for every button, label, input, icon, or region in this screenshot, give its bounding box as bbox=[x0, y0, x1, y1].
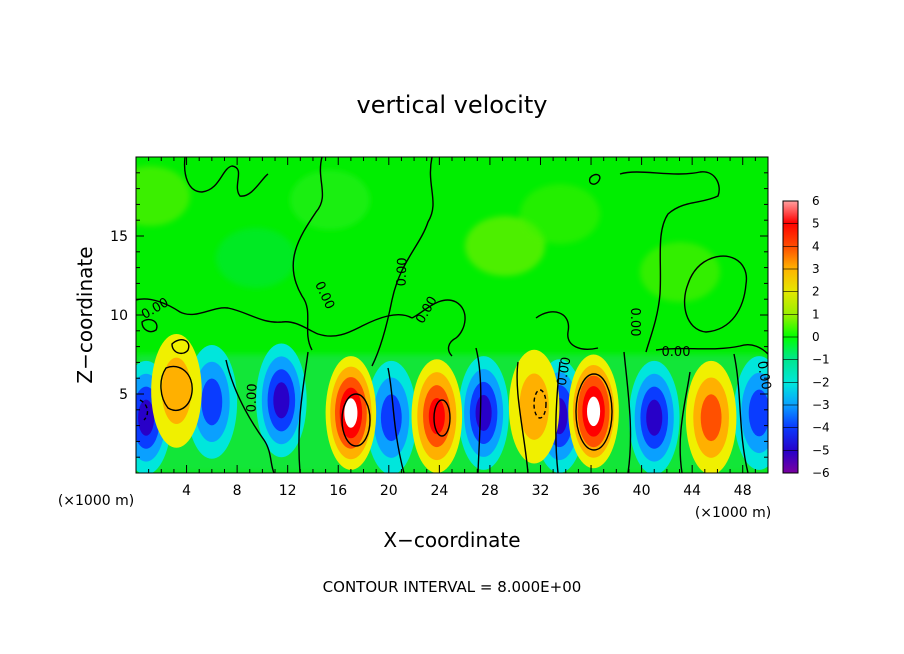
y-tick-label: 10 bbox=[110, 308, 128, 324]
contour-line bbox=[535, 311, 599, 350]
x-tick-label: 20 bbox=[380, 483, 398, 499]
x-axis-label: X−coordinate bbox=[383, 528, 520, 552]
contour-line bbox=[298, 351, 309, 473]
downdraft-cell bbox=[380, 394, 402, 442]
x-tick-label: 44 bbox=[683, 483, 701, 499]
contour-line bbox=[225, 359, 275, 473]
colorbar-tick-label: 6 bbox=[812, 194, 820, 208]
contour-line bbox=[141, 318, 158, 333]
chart-title: vertical velocity bbox=[357, 91, 548, 119]
colorbar-tick-label: −2 bbox=[812, 375, 830, 389]
contour-line bbox=[588, 173, 601, 185]
contour-label: 0.00 bbox=[662, 345, 691, 360]
contour-line bbox=[555, 361, 561, 473]
contour-line bbox=[183, 157, 269, 197]
colorbar-tick-label: −4 bbox=[812, 421, 830, 435]
contour-line bbox=[683, 255, 748, 333]
contour-interval-note: CONTOUR INTERVAL = 8.000E+00 bbox=[323, 578, 582, 596]
colorbar-tick-label: 1 bbox=[812, 307, 820, 321]
x-tick-label: 40 bbox=[633, 483, 651, 499]
downdraft-cell bbox=[273, 382, 290, 419]
y-axis-ticks: 5 10 15 bbox=[110, 172, 768, 458]
field-blob bbox=[640, 242, 720, 302]
contour-line bbox=[136, 298, 413, 337]
contour-line bbox=[655, 344, 768, 355]
x-tick-label: 36 bbox=[582, 483, 600, 499]
x-tick-label: 8 bbox=[233, 483, 242, 499]
updraft-cell bbox=[344, 398, 358, 428]
contour-line bbox=[679, 371, 691, 473]
velocity-field bbox=[136, 166, 768, 473]
x-axis-ticks: 4 8 12 16 20 24 28 32 36 40 44 48 bbox=[148, 157, 756, 499]
y-axis-label: Z−coordinate bbox=[73, 246, 97, 383]
contour-line bbox=[411, 299, 466, 357]
downdraft-cell bbox=[748, 389, 768, 437]
contour-line bbox=[619, 171, 720, 353]
contour-line bbox=[292, 157, 324, 351]
colorbar-tick-label: −5 bbox=[812, 443, 830, 457]
x-tick-label: 32 bbox=[532, 483, 550, 499]
contour-line bbox=[433, 399, 451, 437]
contour-line-dashed bbox=[533, 389, 547, 419]
contour-line bbox=[623, 351, 632, 473]
x-unit-right: (×1000 m) bbox=[695, 505, 771, 521]
y-tick-label: 15 bbox=[110, 229, 128, 245]
contour-line bbox=[575, 373, 613, 451]
contour-line bbox=[475, 347, 482, 473]
contour-label: 0.00 bbox=[555, 356, 575, 387]
x-tick-label: 12 bbox=[279, 483, 297, 499]
colorbar-tick-label: 4 bbox=[812, 239, 820, 253]
colorbar-ticks: 6 5 4 3 2 1 0 −1 −2 −3 −4 −5 −6 bbox=[783, 194, 830, 480]
field-blob bbox=[520, 184, 600, 244]
updraft-cell bbox=[587, 396, 601, 427]
downdraft-cell bbox=[138, 399, 155, 436]
field-blob bbox=[216, 228, 296, 288]
contour-line bbox=[341, 393, 371, 447]
y-tick-label: 5 bbox=[119, 387, 128, 403]
contour-label: 0.00 bbox=[395, 257, 411, 286]
colorbar-tick-label: 2 bbox=[812, 285, 820, 299]
x-tick-label: 28 bbox=[481, 483, 499, 499]
updraft-cell bbox=[428, 398, 445, 435]
downdraft-cell bbox=[646, 399, 663, 436]
zero-contours bbox=[136, 157, 768, 473]
colorbar-tick-label: 5 bbox=[812, 217, 820, 231]
x-tick-label: 24 bbox=[430, 483, 448, 499]
x-tick-label: 4 bbox=[182, 483, 191, 499]
field-blob bbox=[136, 166, 190, 226]
updraft-cell bbox=[700, 394, 722, 442]
contour-line bbox=[516, 361, 529, 473]
colorbar-tick-label: −1 bbox=[812, 353, 830, 367]
downdraft-cell bbox=[201, 378, 223, 426]
colorbar-tick-label: 0 bbox=[812, 330, 820, 344]
contour-line bbox=[171, 339, 190, 355]
colorbar-tick-label: −6 bbox=[812, 466, 830, 480]
x-unit-left: (×1000 m) bbox=[58, 493, 134, 509]
contour-line bbox=[733, 353, 749, 473]
colorbar-tick-label: −3 bbox=[812, 398, 830, 412]
contour-line bbox=[387, 367, 405, 473]
contour-line bbox=[160, 365, 193, 411]
colorbar-tick-label: 3 bbox=[812, 262, 820, 276]
field-blob bbox=[290, 170, 370, 230]
x-tick-label: 48 bbox=[734, 483, 752, 499]
contour-line-dashed bbox=[139, 399, 149, 421]
contour-line bbox=[371, 157, 434, 367]
downdraft-cell bbox=[475, 394, 492, 432]
contour-label: 0.00 bbox=[245, 383, 261, 412]
contour-label: 0.00 bbox=[627, 308, 642, 337]
field-blob bbox=[465, 216, 545, 276]
x-tick-label: 16 bbox=[329, 483, 347, 499]
